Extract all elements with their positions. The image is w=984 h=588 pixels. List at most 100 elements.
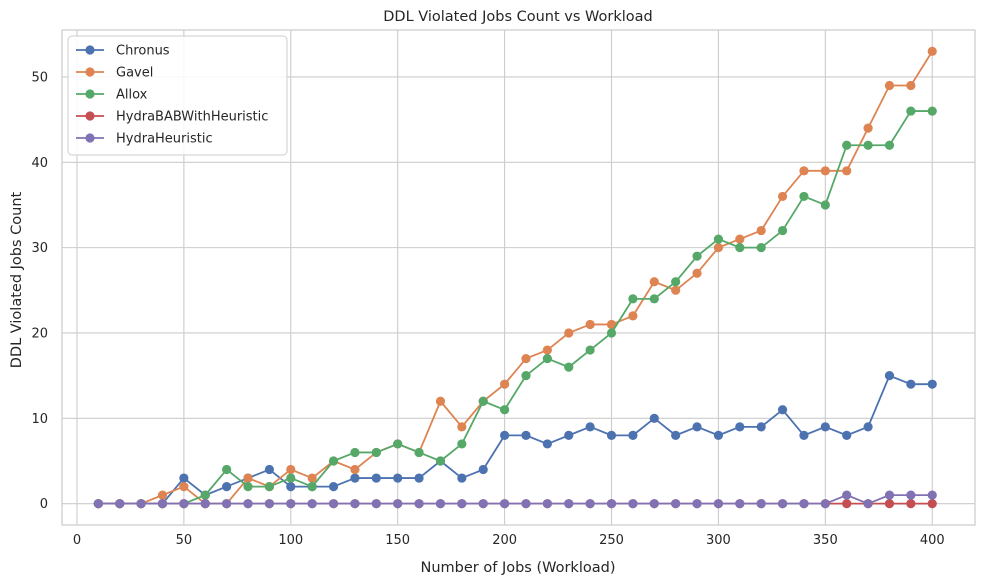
legend-item: HydraHeuristic [76,132,213,147]
data-point-hydraheuristic [564,499,574,509]
data-point-gavel [713,243,724,253]
data-point-hydrababwithheuristic [906,499,916,509]
data-point-allox [307,481,317,492]
data-point-gavel [649,277,659,287]
legend-label: Gavel [116,66,153,81]
data-point-gavel [820,166,830,176]
data-point-hydraheuristic [286,499,296,509]
y-axis-label: DDL Violated Jobs Count [9,191,25,368]
x-tick-label: 200 [492,533,517,548]
data-point-chronus [671,430,681,440]
y-tick-label: 20 [31,326,48,341]
data-point-allox [564,362,574,372]
series-hydraheuristic [93,490,937,509]
y-axis-ticks: 0 10 20 30 40 50 [31,70,48,512]
data-point-hydraheuristic [863,499,873,509]
data-point-hydraheuristic [435,499,446,509]
data-point-hydraheuristic [371,499,381,509]
data-point-gavel [350,464,360,475]
data-point-chronus [606,430,617,440]
data-point-allox [264,481,275,492]
data-point-hydraheuristic [393,499,403,509]
data-point-hydraheuristic [799,499,809,509]
data-point-allox [756,243,766,253]
legend-marker [85,89,95,99]
data-point-allox [585,345,595,355]
data-point-hydraheuristic [649,499,659,509]
data-point-allox [328,456,339,466]
data-point-allox [671,277,681,287]
data-point-hydraheuristic [243,499,253,509]
x-tick-label: 100 [278,533,303,548]
data-point-chronus [564,430,574,440]
data-point-hydraheuristic [906,490,916,500]
data-point-allox [906,106,916,116]
data-point-gavel [906,80,916,91]
data-point-allox [350,447,360,458]
data-point-allox [521,371,531,381]
y-tick-label: 50 [31,70,48,85]
data-point-chronus [521,430,531,440]
data-point-allox [478,396,488,406]
data-point-chronus [756,422,766,432]
data-point-hydraheuristic [350,499,360,509]
series-line-chronus [98,374,933,505]
data-point-gavel [542,345,552,355]
x-tick-label: 0 [73,533,81,548]
data-point-hydraheuristic [93,499,103,509]
data-point-chronus [414,473,424,483]
data-point-gavel [606,319,617,330]
data-point-hydraheuristic [606,499,617,509]
data-point-allox [799,191,809,202]
data-point-hydraheuristic [136,499,146,509]
series-line-allox [98,110,933,505]
data-point-allox [863,140,873,150]
data-point-gavel [927,46,937,56]
data-point-chronus [286,481,296,492]
data-point-hydrababwithheuristic [927,499,937,509]
data-point-hydraheuristic [735,499,745,509]
legend-marker [85,67,95,77]
data-point-gavel [863,123,873,133]
data-point-chronus [350,473,360,483]
data-point-allox [393,439,403,449]
x-axis-ticks: 0 50 100 150 200 250 300 350 400 [73,533,945,548]
y-tick-label: 10 [31,412,48,427]
y-tick-label: 30 [31,241,48,256]
data-point-allox [457,439,467,449]
data-point-hydraheuristic [692,499,702,509]
legend: Chronus Gavel Allox HydraBABWithHeuristic Hy… [67,35,288,156]
data-point-gavel [243,473,253,483]
legend-marker [85,45,95,55]
x-axis-label: Number of Jobs (Workload) [421,560,616,576]
data-point-hydraheuristic [542,499,552,509]
data-point-allox [542,353,552,364]
data-point-chronus [927,379,937,389]
data-point-chronus [328,481,339,492]
data-point-hydraheuristic [521,499,531,509]
x-tick-label: 50 [176,533,193,548]
legend-item: Gavel [76,66,153,81]
data-point-chronus [371,473,381,483]
data-point-hydraheuristic [414,499,424,509]
data-point-chronus [820,422,830,432]
x-tick-label: 400 [920,533,945,548]
data-point-allox [713,234,724,244]
data-point-chronus [777,405,788,415]
legend-item: Chronus [76,44,170,59]
x-tick-label: 350 [813,533,838,548]
data-point-hydraheuristic [222,499,232,509]
x-tick-label: 150 [385,533,410,548]
data-point-allox [606,328,617,338]
data-point-allox [820,200,830,210]
data-point-gavel [435,396,446,406]
data-point-gavel [286,464,296,475]
data-point-gavel [777,191,788,202]
data-point-chronus [393,473,403,483]
data-point-gavel [735,234,745,244]
data-point-hydraheuristic [200,499,210,509]
x-tick-label: 300 [706,533,731,548]
data-point-allox [884,140,895,150]
data-point-chronus [585,422,595,432]
